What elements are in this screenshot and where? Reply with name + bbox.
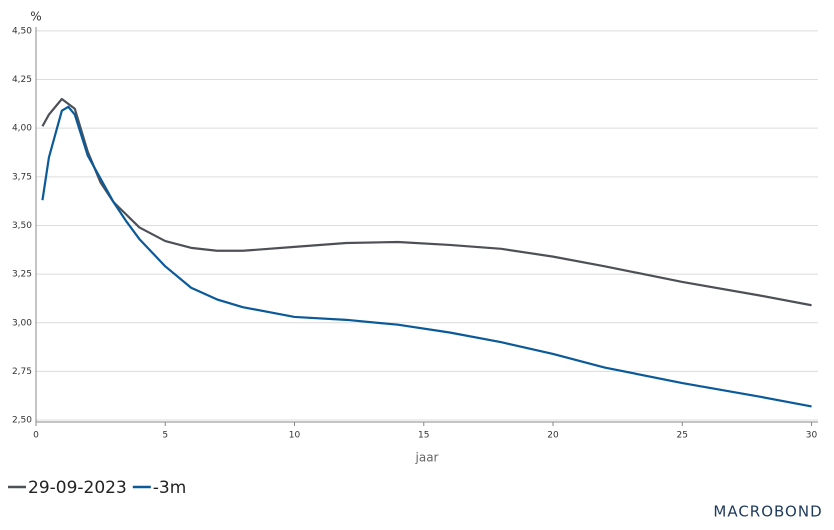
x-tick-label: 25 [677,431,688,441]
y-tick-label: 3,50 [12,221,32,231]
y-tick-label: 3,75 [12,172,32,182]
series-line [41,105,812,408]
x-axis-label: jaar [415,451,439,465]
y-tick-label: 3,25 [12,270,32,280]
x-tick-label: 30 [806,431,818,441]
y-tick-label: 3,00 [12,318,32,328]
series-line [41,97,812,307]
y-unit-label: % [30,10,41,24]
x-tick-label: 5 [162,431,168,441]
y-tick-label: 4,50 [12,26,32,36]
y-tick-label: 4,25 [12,75,32,85]
x-tick-label: 20 [547,431,559,441]
x-tick-label: 10 [289,431,301,441]
legend-label: -3m [153,478,187,498]
x-tick-label: 0 [33,431,39,441]
y-tick-label: 2,75 [12,367,32,377]
y-tick-label: 2,50 [12,416,32,426]
y-tick-label: 4,00 [12,124,32,134]
brand-logo: MACROBOND [713,503,822,521]
legend-label: 29-09-2023 [28,478,127,498]
x-tick-label: 15 [418,431,429,441]
